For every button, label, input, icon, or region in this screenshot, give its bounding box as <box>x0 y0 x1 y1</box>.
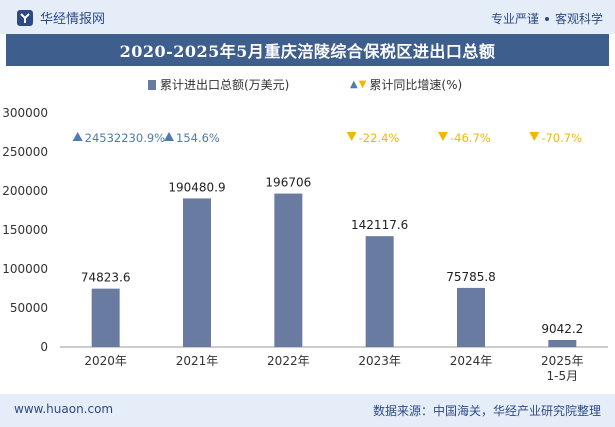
growth-down-marker <box>529 132 540 141</box>
brand[interactable]: 华经情报网 <box>16 8 105 27</box>
bar[interactable] <box>365 236 394 347</box>
tagline-left: 专业严谨 <box>490 12 539 26</box>
footer-website[interactable]: www.huaon.com <box>14 402 114 416</box>
y-tick-label: 250000 <box>2 145 48 159</box>
x-tick-label: 2025年 <box>541 354 584 368</box>
bar-chart: 0 50000 100000 150000 200000 250000 300000 7482… <box>2 106 608 383</box>
legend-label-total: 累计进出口总额(万美元) <box>160 78 290 92</box>
growth-up-marker <box>72 132 83 141</box>
bar[interactable] <box>274 193 303 347</box>
legend-item-total[interactable]: 累计进出口总额(万美元) <box>148 76 289 93</box>
bar-value-label: 196706 <box>265 176 311 190</box>
x-tick-label: 2021年 <box>176 354 219 368</box>
y-tick-label: 100000 <box>2 262 48 276</box>
growth-label: -22.4% <box>359 131 400 145</box>
growth-label: 24532230.9% <box>85 131 166 145</box>
growth-label: 154.6% <box>176 131 220 145</box>
bar[interactable] <box>91 288 120 347</box>
x-tick-label: 2023年 <box>358 354 401 368</box>
footer-bar <box>0 394 615 427</box>
huajing-logo-icon <box>17 9 33 26</box>
legend-item-growth[interactable]: ▲ ▼ 累计同比增速(%) <box>350 76 462 93</box>
growth-down-marker <box>346 132 357 141</box>
title-bar: 2020-2025年5月重庆涪陵综合保税区进出口总额 <box>6 34 609 66</box>
chart-title: 2020-2025年5月重庆涪陵综合保税区进出口总额 <box>119 42 496 61</box>
x-tick-label: 2022年 <box>267 354 310 368</box>
y-tick-label: 50000 <box>10 301 48 315</box>
tagline-right: 客观科学 <box>554 12 603 26</box>
legend-label-growth: 累计同比增速(%) <box>369 78 463 92</box>
triangle-up-icon: ▲ <box>350 79 358 90</box>
growth-up-marker <box>164 132 174 141</box>
triangle-down-icon: ▼ <box>358 79 367 90</box>
x-tick-label: 2024年 <box>450 354 493 368</box>
brand-name: 华经情报网 <box>40 12 106 27</box>
separator-dot-icon <box>544 17 549 21</box>
bar-value-label: 142117.6 <box>351 218 408 232</box>
x-tick-label: 2020年 <box>84 354 127 368</box>
tagline: 专业严谨 客观科学 <box>491 10 603 27</box>
bar[interactable] <box>548 339 577 347</box>
bar-value-label: 190480.9 <box>168 180 225 194</box>
y-tick-label: 300000 <box>2 106 48 120</box>
top-banner: 华经情报网 专业严谨 客观科学 <box>0 0 615 34</box>
chart-legend: 累计进出口总额(万美元) ▲ ▼ 累计同比增速(%) <box>0 76 615 94</box>
bar-value-label: 9042.2 <box>541 322 583 336</box>
growth-down-marker <box>438 132 448 141</box>
x-tick-label: 1-5月 <box>547 369 579 383</box>
y-tick-label: 0 <box>40 340 48 354</box>
bar-swatch-icon <box>148 79 156 90</box>
y-tick-label: 200000 <box>2 184 48 198</box>
growth-label: -46.7% <box>450 131 491 145</box>
bar-value-label: 74823.6 <box>81 271 131 285</box>
y-tick-label: 150000 <box>2 223 48 237</box>
bar-value-label: 75785.8 <box>446 270 496 284</box>
footer-source: 数据来源：中国海关，华经产业研究院整理 <box>372 404 601 418</box>
bar[interactable] <box>183 198 211 347</box>
bar[interactable] <box>457 287 485 347</box>
growth-label: -70.7% <box>541 131 582 145</box>
